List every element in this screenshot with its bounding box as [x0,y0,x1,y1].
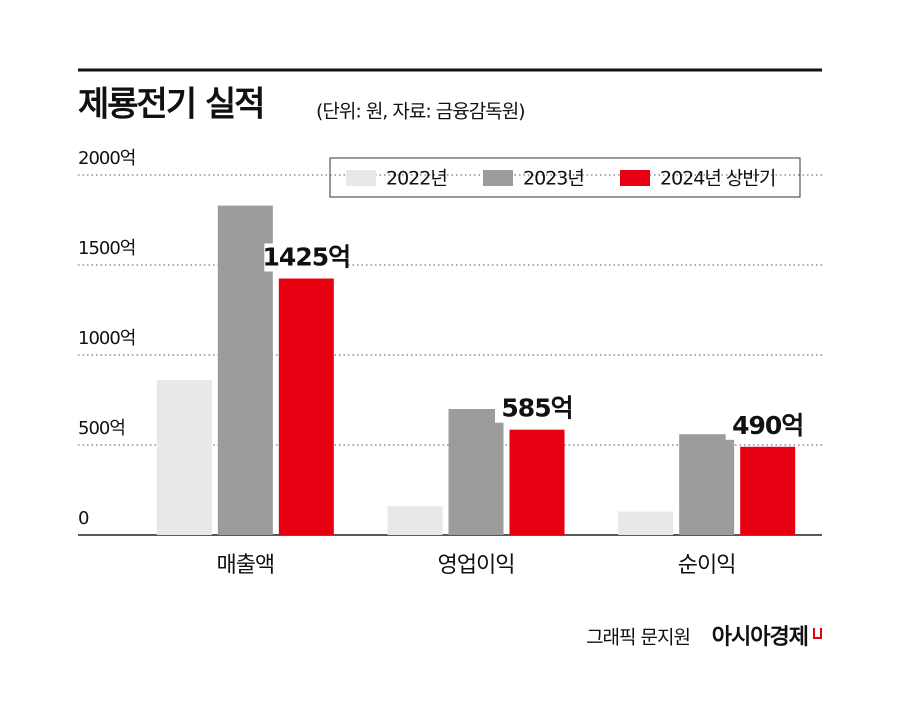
y-tick-label: 1000억 [78,328,135,349]
brand: 아시아경제 [712,625,808,650]
legend-label: 2023년 [523,168,584,190]
value-label-bg [725,411,810,440]
y-tick-label: 1500억 [78,238,135,259]
credit: 그래픽 문지원 [586,627,690,649]
bar [217,205,273,535]
value-label: 585억 [501,394,572,423]
legend-label: 2024년 상반기 [660,168,775,190]
bar [448,409,504,535]
value-label: 490억 [732,411,803,440]
legend-label: 2022년 [386,168,447,190]
value-label-bg [495,394,579,423]
value-label-bg [264,243,349,272]
bar [509,429,565,535]
y-tick-label: 500억 [78,418,125,439]
bar [387,506,443,535]
value-label: 1425억 [263,243,351,272]
bar [740,446,796,535]
y-tick-label: 0 [78,508,89,529]
brand-icon [813,628,822,639]
chart-subtitle: (단위: 원, 자료: 금융감독원) [316,101,525,123]
x-tick-label: 매출액 [216,553,274,578]
chart-title: 제룡전기 실적 [78,85,264,125]
bar [618,511,674,535]
x-tick-label: 순이익 [678,553,736,578]
legend-swatch [620,170,650,186]
legend-swatch [346,170,376,186]
bar [679,434,735,535]
legend-box [329,157,801,198]
bar [156,380,212,535]
legend-swatch [483,170,513,186]
x-tick-label: 영업이익 [438,553,515,578]
bar [278,278,334,535]
y-tick-label: 2000억 [78,148,135,169]
